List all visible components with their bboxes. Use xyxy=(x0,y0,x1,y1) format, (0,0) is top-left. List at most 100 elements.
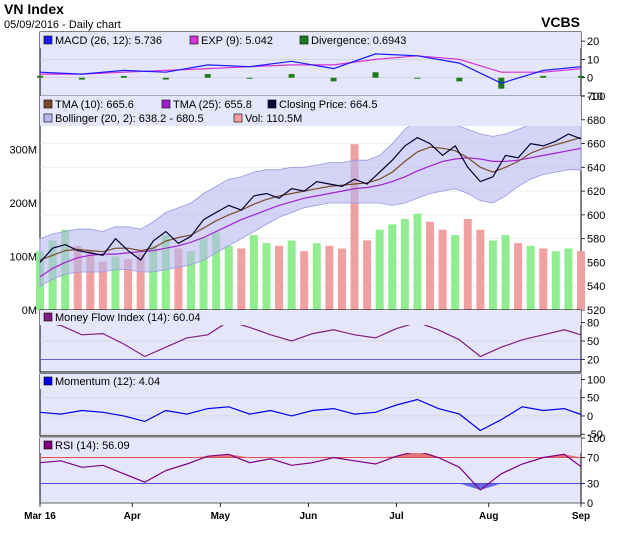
time-tick-label: Sep xyxy=(572,511,590,522)
volume-bar xyxy=(262,243,271,310)
volume-bar xyxy=(124,259,133,310)
price-tick-label: 560 xyxy=(587,257,605,269)
rsi-panel-legend-bg xyxy=(40,438,581,453)
divergence-bar xyxy=(120,75,127,78)
legend-swatch xyxy=(189,35,199,45)
legend-label: Divergence: 0.6943 xyxy=(311,35,406,47)
legend-label: RSI (14): 56.09 xyxy=(55,440,130,452)
divergence-bar xyxy=(456,77,463,82)
volume-bar xyxy=(300,251,309,310)
legend-swatch xyxy=(43,99,53,109)
mfi-tick-label: 20 xyxy=(587,355,599,367)
momentum-panel-legend-bg xyxy=(40,374,581,389)
momentum-tick-label: 50 xyxy=(587,393,599,405)
momentum-tick-label: 100 xyxy=(587,374,605,386)
page-title: VN Index xyxy=(4,1,64,17)
divergence-bar xyxy=(37,75,43,78)
macd-line xyxy=(39,53,582,84)
volume-bar xyxy=(400,219,409,310)
price-tick-label: 600 xyxy=(587,210,605,222)
legend-swatch xyxy=(161,99,171,109)
macd-legend-bg xyxy=(40,32,581,48)
legend-label: EXP (9): 5.042 xyxy=(201,35,273,47)
price-tick-label: 520 xyxy=(587,305,605,317)
legend-swatch xyxy=(43,312,53,322)
time-tick-label: Apr xyxy=(124,511,141,522)
volume-tick-label: 300M xyxy=(9,145,37,157)
volume-bar xyxy=(451,235,460,310)
chart-subtitle: 05/09/2016 - Daily chart xyxy=(4,19,121,31)
price-tick-label: 700 xyxy=(587,91,605,103)
price-tick-label: 540 xyxy=(587,281,605,293)
volume-bar xyxy=(287,240,296,310)
legend-swatch xyxy=(233,113,243,123)
rsi-tick-label: 30 xyxy=(587,479,599,491)
volume-bar xyxy=(312,243,321,310)
volume-bar xyxy=(363,240,372,310)
volume-tick-label: 200M xyxy=(9,198,37,210)
legend-swatch xyxy=(267,99,277,109)
volume-bar xyxy=(86,251,95,310)
legend-label: Bollinger (20, 2): 638.2 - 680.5 xyxy=(55,113,204,125)
legend-swatch xyxy=(299,35,309,45)
volume-tick-label: 0M xyxy=(22,305,37,317)
legend-label: MACD (26, 12): 5.736 xyxy=(55,35,162,47)
mfi-line xyxy=(39,320,582,358)
mfi-tick-label: 80 xyxy=(587,317,599,329)
price-tick-label: 580 xyxy=(587,234,605,246)
divergence-bar xyxy=(246,77,253,79)
volume-bar xyxy=(413,213,422,310)
macd-tick-label: 10 xyxy=(587,54,599,66)
divergence-bar xyxy=(414,77,421,79)
price-tick-label: 620 xyxy=(587,186,605,198)
divergence-bar xyxy=(162,77,169,80)
divergence-bar xyxy=(204,74,211,78)
volume-bar xyxy=(426,221,435,310)
rsi-line xyxy=(39,450,582,491)
volume-bar xyxy=(186,251,195,310)
macd-tick-label: -10 xyxy=(587,91,603,103)
volume-bar xyxy=(98,261,107,310)
price-tick-label: 660 xyxy=(587,139,605,151)
legend-label: TMA (25): 655.8 xyxy=(173,99,252,111)
rsi-tick-label: 70 xyxy=(587,453,599,465)
volume-bar xyxy=(476,229,485,310)
time-tick-label: Jul xyxy=(389,511,404,522)
source-label: VCBS xyxy=(541,14,580,30)
volume-bar xyxy=(501,235,510,310)
macd-tick-label: 0 xyxy=(587,73,593,85)
legend-label: TMA (10): 665.6 xyxy=(55,99,134,111)
legend-swatch xyxy=(43,35,53,45)
legend-swatch xyxy=(43,440,53,450)
volume-bar xyxy=(350,144,359,310)
momentum-tick-label: -50 xyxy=(587,429,603,441)
legend-swatch xyxy=(43,376,53,386)
legend-label: Money Flow Index (14): 60.04 xyxy=(55,312,201,324)
time-tick-label: Aug xyxy=(479,511,498,522)
mfi-panel-legend-bg xyxy=(40,310,581,325)
divergence-bar xyxy=(288,74,295,78)
legend-label: Closing Price: 664.5 xyxy=(279,99,377,111)
divergence-bar xyxy=(372,72,379,78)
divergence-bar xyxy=(78,77,85,80)
time-tick-label: Jun xyxy=(300,511,318,522)
price-legend-bg xyxy=(40,96,581,126)
tma10-line xyxy=(39,137,582,261)
volume-bar xyxy=(463,219,472,310)
volume-bar xyxy=(325,245,334,310)
volume-bar xyxy=(526,245,535,310)
momentum-tick-label: 0 xyxy=(587,411,593,423)
volume-bar xyxy=(375,229,384,310)
bollinger-band xyxy=(39,116,582,287)
legend-swatch xyxy=(43,113,53,123)
volume-bar xyxy=(224,245,233,310)
time-tick-label: May xyxy=(211,511,231,522)
volume-bar xyxy=(539,248,548,310)
volume-bar xyxy=(136,253,145,310)
volume-bar xyxy=(249,235,258,310)
volume-bar xyxy=(73,245,82,310)
volume-bar xyxy=(388,224,397,310)
volume-bar xyxy=(577,251,585,310)
volume-bar xyxy=(438,229,447,310)
